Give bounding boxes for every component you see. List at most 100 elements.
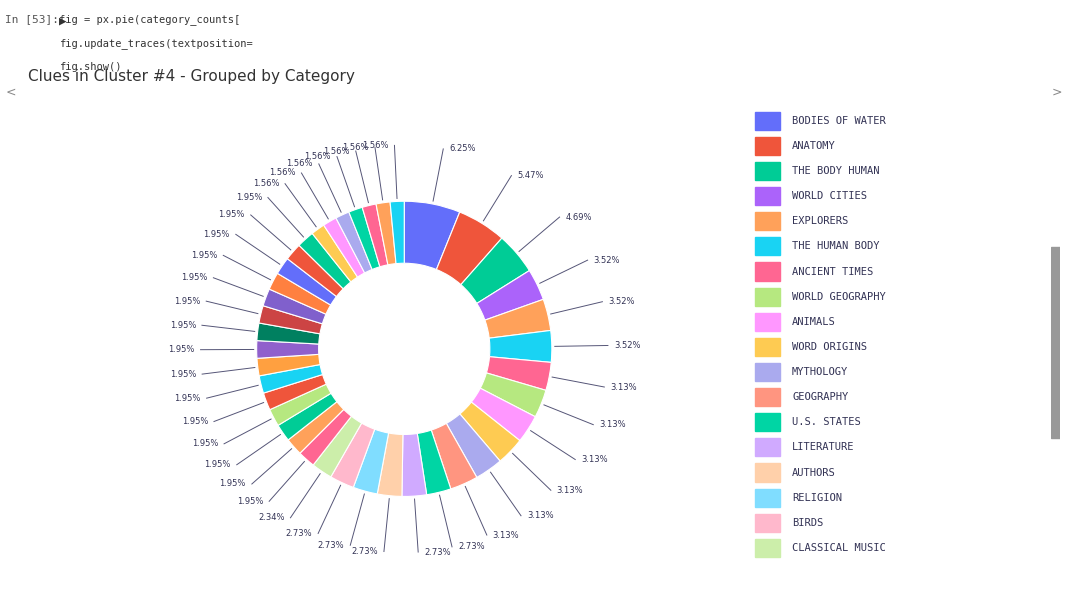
Wedge shape	[486, 357, 551, 390]
Wedge shape	[263, 375, 327, 409]
Text: 2.73%: 2.73%	[351, 547, 378, 556]
Wedge shape	[336, 212, 372, 273]
Wedge shape	[313, 225, 358, 282]
Text: 1.95%: 1.95%	[192, 439, 218, 449]
Text: 4.69%: 4.69%	[566, 212, 592, 222]
Wedge shape	[314, 416, 361, 477]
Text: 2.73%: 2.73%	[458, 542, 484, 551]
Text: fig = px.pie(category_counts[: fig = px.pie(category_counts[	[59, 14, 240, 25]
Text: In [53]:: In [53]:	[5, 14, 59, 24]
Text: 1.95%: 1.95%	[181, 273, 207, 282]
Text: 1.95%: 1.95%	[237, 497, 263, 506]
Text: 3.13%: 3.13%	[493, 531, 520, 540]
Text: ▶: ▶	[59, 14, 67, 28]
Bar	[755, 338, 779, 356]
Text: THE BODY HUMAN: THE BODY HUMAN	[792, 166, 880, 176]
Bar	[755, 212, 779, 230]
Wedge shape	[259, 365, 322, 393]
Wedge shape	[431, 424, 476, 489]
Text: 2.34%: 2.34%	[258, 513, 285, 522]
Text: 1.95%: 1.95%	[205, 460, 231, 469]
Text: Clues in Cluster #4 - Grouped by Category: Clues in Cluster #4 - Grouped by Categor…	[28, 69, 355, 84]
Text: CLASSICAL MUSIC: CLASSICAL MUSIC	[792, 543, 886, 553]
Wedge shape	[300, 409, 351, 465]
Wedge shape	[257, 341, 319, 358]
Text: fig.update_traces(textposition=: fig.update_traces(textposition=	[59, 38, 253, 49]
Wedge shape	[485, 299, 551, 338]
Bar	[755, 413, 779, 431]
Bar	[755, 388, 779, 406]
Text: WORLD GEOGRAPHY: WORLD GEOGRAPHY	[792, 292, 886, 302]
Text: THE HUMAN BODY: THE HUMAN BODY	[792, 241, 880, 252]
Bar	[755, 162, 779, 180]
Text: 1.56%: 1.56%	[362, 141, 388, 150]
Text: 2.73%: 2.73%	[318, 541, 344, 550]
Wedge shape	[481, 373, 545, 417]
Text: 1.95%: 1.95%	[175, 394, 201, 403]
Wedge shape	[349, 207, 379, 269]
Text: 1.95%: 1.95%	[220, 479, 246, 488]
Wedge shape	[259, 306, 322, 334]
Wedge shape	[270, 274, 331, 314]
Bar	[755, 112, 779, 130]
Text: >: >	[1051, 85, 1062, 99]
Text: 3.52%: 3.52%	[613, 341, 640, 350]
Text: AUTHORS: AUTHORS	[792, 468, 835, 477]
Wedge shape	[376, 202, 396, 265]
Text: 1.95%: 1.95%	[169, 321, 196, 330]
Text: 1.95%: 1.95%	[236, 193, 262, 202]
Text: WORD ORIGINS: WORD ORIGINS	[792, 342, 867, 352]
Text: ANIMALS: ANIMALS	[792, 317, 835, 327]
Text: fig.show(): fig.show()	[59, 62, 122, 72]
Wedge shape	[390, 201, 404, 264]
Bar	[755, 263, 779, 281]
Wedge shape	[461, 238, 529, 304]
Text: EXPLORERS: EXPLORERS	[792, 216, 848, 226]
Text: <: <	[5, 85, 16, 99]
Text: 1.95%: 1.95%	[170, 370, 196, 379]
Text: 2.73%: 2.73%	[424, 548, 451, 556]
Text: 3.52%: 3.52%	[594, 256, 620, 264]
Wedge shape	[277, 259, 336, 305]
Text: 3.13%: 3.13%	[556, 486, 583, 494]
Text: 1.56%: 1.56%	[305, 152, 331, 161]
Bar	[755, 288, 779, 306]
Bar	[755, 513, 779, 532]
Text: 5.47%: 5.47%	[517, 171, 543, 180]
Bar	[755, 438, 779, 457]
Wedge shape	[299, 233, 350, 289]
Wedge shape	[476, 271, 543, 320]
Text: 1.95%: 1.95%	[174, 297, 201, 305]
Wedge shape	[323, 218, 364, 277]
Text: 3.52%: 3.52%	[608, 297, 635, 306]
Wedge shape	[362, 204, 388, 267]
Wedge shape	[489, 330, 552, 362]
Text: BODIES OF WATER: BODIES OF WATER	[792, 116, 886, 126]
Text: 1.95%: 1.95%	[182, 417, 208, 426]
Text: 1.56%: 1.56%	[343, 143, 369, 152]
Text: 1.56%: 1.56%	[252, 179, 279, 188]
Text: BIRDS: BIRDS	[792, 518, 824, 528]
Wedge shape	[257, 354, 320, 376]
Wedge shape	[288, 245, 343, 297]
Text: 1.95%: 1.95%	[168, 345, 195, 354]
Text: 3.13%: 3.13%	[527, 511, 553, 520]
Text: 6.25%: 6.25%	[450, 144, 475, 154]
Wedge shape	[270, 384, 331, 425]
Wedge shape	[404, 201, 459, 269]
Bar	[755, 463, 779, 482]
Wedge shape	[331, 423, 375, 487]
Text: 3.13%: 3.13%	[581, 455, 608, 464]
Text: 3.13%: 3.13%	[599, 420, 626, 429]
Text: 1.56%: 1.56%	[270, 168, 295, 177]
Text: RELIGION: RELIGION	[792, 493, 842, 502]
Text: 1.95%: 1.95%	[219, 211, 245, 220]
Wedge shape	[288, 401, 344, 453]
Text: GEOGRAPHY: GEOGRAPHY	[792, 392, 848, 402]
Text: 1.56%: 1.56%	[287, 160, 313, 168]
Bar	[1051, 247, 1060, 438]
Bar	[755, 137, 779, 155]
Wedge shape	[402, 433, 427, 496]
Wedge shape	[257, 323, 320, 344]
Text: MYTHOLOGY: MYTHOLOGY	[792, 367, 848, 377]
